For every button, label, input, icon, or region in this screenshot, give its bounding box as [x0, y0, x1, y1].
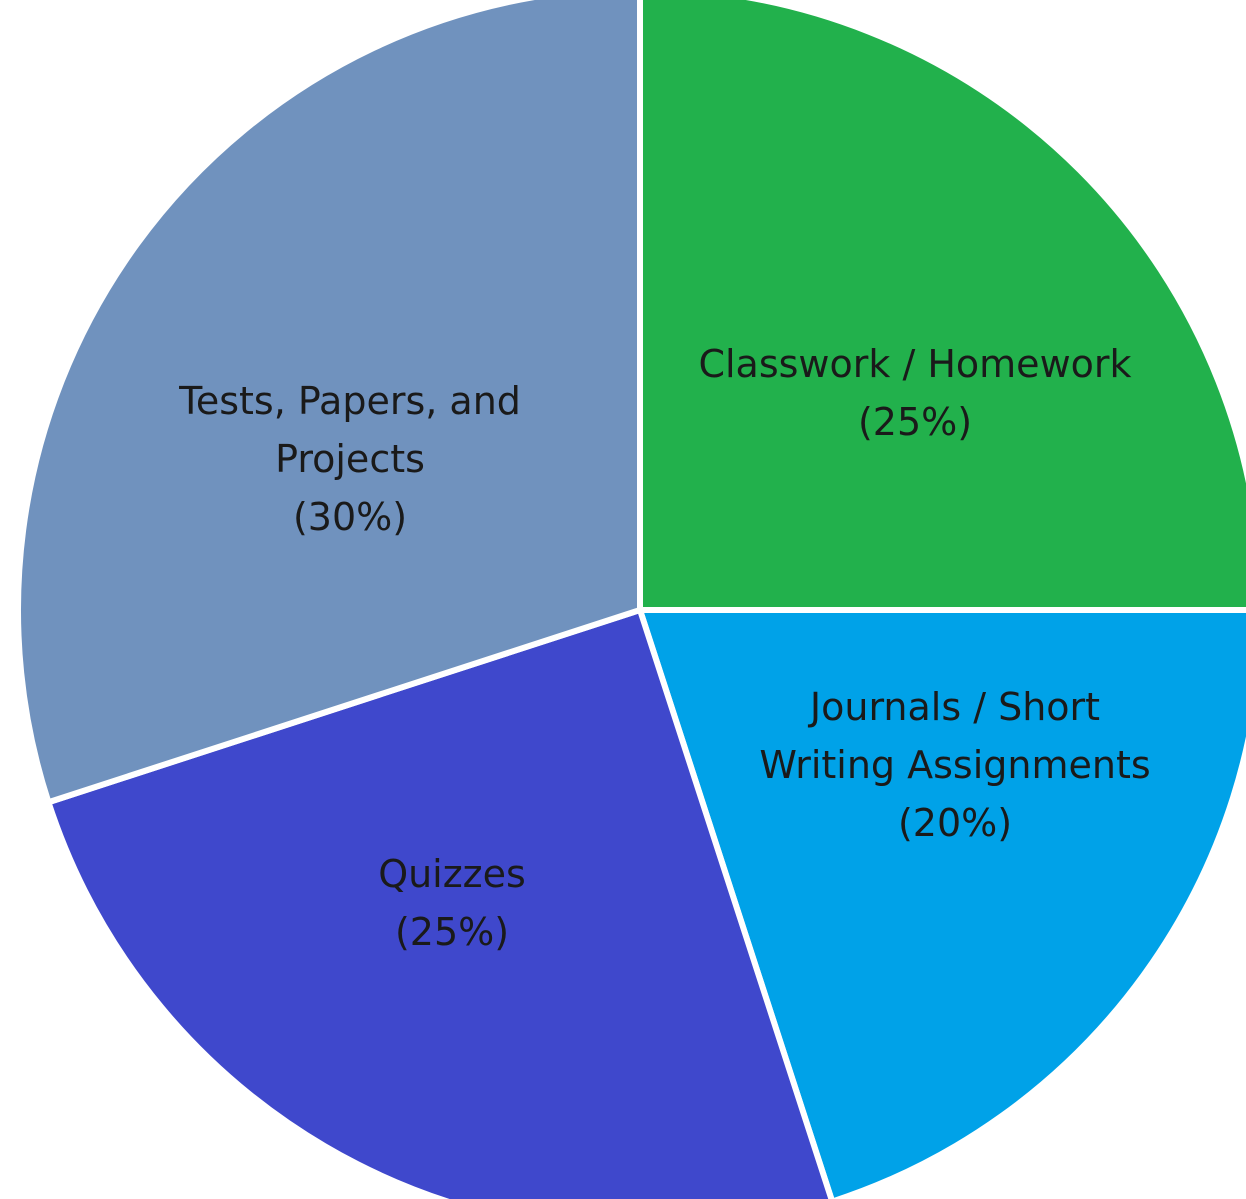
slice-label-line: (30%)	[293, 495, 407, 539]
pie-slices	[15, 0, 1246, 1199]
slice-label-line: Projects	[275, 437, 425, 481]
slice-label-line: (25%)	[858, 400, 972, 444]
pie-slice-2	[637, 607, 1246, 1199]
slice-label-3: Quizzes (25%)	[378, 852, 526, 954]
pie-labels: Classwork / Homework (25%) Journals / Shor…	[178, 342, 1151, 954]
pie-slice-1	[637, 0, 1246, 613]
pie-slice-3	[45, 607, 835, 1199]
slice-label-line: Tests, Papers, and	[178, 379, 521, 423]
slice-label-line: Journals / Short	[808, 685, 1100, 729]
slice-label-line: (25%)	[395, 910, 509, 954]
slice-label-4: Tests, Papers, and Projects (30%)	[178, 379, 521, 539]
slice-label-2: Journals / Short Writing Assignments (20%)	[759, 685, 1150, 845]
slice-label-line: Quizzes	[378, 852, 526, 896]
slice-label-line: (20%)	[898, 801, 1012, 845]
slice-label-1: Classwork / Homework (25%)	[698, 342, 1131, 444]
slice-label-line: Classwork / Homework	[698, 342, 1131, 386]
slice-label-line: Writing Assignments	[759, 743, 1150, 787]
pie-slice-4	[15, 0, 643, 806]
